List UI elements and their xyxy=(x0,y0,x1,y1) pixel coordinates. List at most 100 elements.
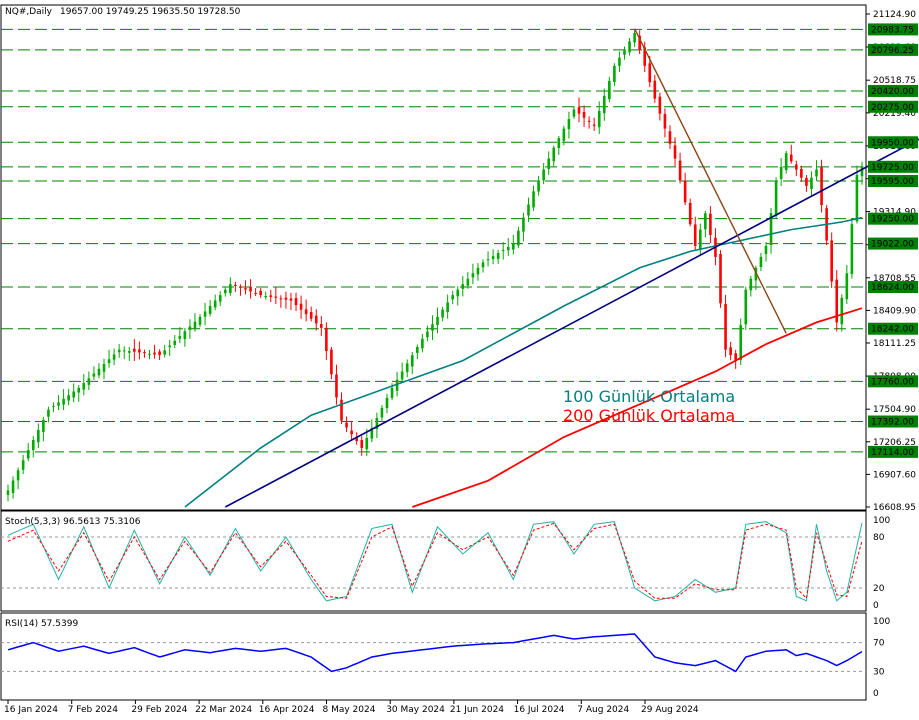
candle-body[interactable] xyxy=(6,490,10,495)
candle-body[interactable] xyxy=(471,273,475,278)
candle-body[interactable] xyxy=(673,145,677,159)
candle-body[interactable] xyxy=(567,119,571,130)
candle-body[interactable] xyxy=(183,331,187,340)
candle-body[interactable] xyxy=(259,290,262,296)
candle-body[interactable] xyxy=(496,253,500,259)
candle-body[interactable] xyxy=(138,349,141,353)
candle-body[interactable] xyxy=(229,284,232,293)
candle-body[interactable] xyxy=(789,154,793,162)
candle-body[interactable] xyxy=(178,336,182,339)
candle-body[interactable] xyxy=(122,350,126,352)
candle-body[interactable] xyxy=(795,164,798,170)
candle-body[interactable] xyxy=(426,331,429,338)
candle-body[interactable] xyxy=(506,246,510,251)
downtrend-line[interactable] xyxy=(633,28,787,334)
candle-body[interactable] xyxy=(31,440,35,451)
candle-body[interactable] xyxy=(102,364,106,372)
candle-body[interactable] xyxy=(67,395,70,401)
candle-body[interactable] xyxy=(805,177,808,186)
candle-body[interactable] xyxy=(739,325,743,361)
candle-body[interactable] xyxy=(592,124,596,126)
candle-body[interactable] xyxy=(683,180,687,203)
candle-body[interactable] xyxy=(304,309,308,315)
candle-body[interactable] xyxy=(57,402,60,406)
candle-body[interactable] xyxy=(163,350,166,355)
candle-body[interactable] xyxy=(380,407,384,418)
candle-body[interactable] xyxy=(552,147,556,162)
ma100-line[interactable] xyxy=(184,216,863,508)
candle-body[interactable] xyxy=(330,349,333,375)
candle-body[interactable] xyxy=(370,427,374,439)
candle-body[interactable] xyxy=(42,419,45,433)
candle-body[interactable] xyxy=(734,353,737,361)
candle-body[interactable] xyxy=(532,191,535,208)
candle-body[interactable] xyxy=(486,259,490,261)
candle-body[interactable] xyxy=(143,352,146,354)
candle-body[interactable] xyxy=(421,338,424,349)
candle-body[interactable] xyxy=(274,296,278,298)
candle-body[interactable] xyxy=(405,363,409,373)
candle-body[interactable] xyxy=(133,348,136,352)
candle-body[interactable] xyxy=(47,409,50,417)
candle-body[interactable] xyxy=(577,107,581,114)
candle-body[interactable] xyxy=(11,480,15,494)
candle-body[interactable] xyxy=(77,387,81,393)
candle-body[interactable] xyxy=(774,180,778,216)
candle-body[interactable] xyxy=(512,243,515,250)
candle-body[interactable] xyxy=(264,296,268,298)
candle-body[interactable] xyxy=(688,202,692,225)
candle-body[interactable] xyxy=(784,153,788,171)
candle-body[interactable] xyxy=(193,321,197,329)
candle-body[interactable] xyxy=(527,204,530,216)
candle-body[interactable] xyxy=(390,387,394,398)
candle-body[interactable] xyxy=(350,430,353,435)
candle-body[interactable] xyxy=(800,168,803,178)
candle-body[interactable] xyxy=(446,302,449,313)
candle-body[interactable] xyxy=(850,224,854,274)
candle-body[interactable] xyxy=(764,245,768,254)
candle-body[interactable] xyxy=(21,460,25,470)
candle-body[interactable] xyxy=(840,297,844,325)
candle-body[interactable] xyxy=(37,429,40,443)
candle-body[interactable] xyxy=(72,391,75,398)
candle-body[interactable] xyxy=(223,289,227,294)
candle-body[interactable] xyxy=(572,109,576,117)
candle-body[interactable] xyxy=(663,114,667,129)
candle-body[interactable] xyxy=(345,422,348,428)
candle-body[interactable] xyxy=(678,160,682,181)
candle-body[interactable] xyxy=(279,298,283,300)
candle-body[interactable] xyxy=(82,383,86,390)
candle-body[interactable] xyxy=(522,217,525,232)
candle-body[interactable] xyxy=(830,240,833,282)
candle-body[interactable] xyxy=(638,35,641,50)
candle-body[interactable] xyxy=(198,316,202,325)
candle-body[interactable] xyxy=(325,327,328,352)
candle-body[interactable] xyxy=(400,371,404,380)
candle-body[interactable] xyxy=(618,57,621,66)
candle-body[interactable] xyxy=(704,213,707,230)
candle-body[interactable] xyxy=(517,230,520,246)
candle-body[interactable] xyxy=(779,166,783,179)
candle-body[interactable] xyxy=(335,374,338,398)
candle-body[interactable] xyxy=(729,347,732,356)
candle-body[interactable] xyxy=(360,440,364,448)
stoch-signal-line[interactable] xyxy=(7,522,863,600)
candle-body[interactable] xyxy=(744,289,748,325)
candle-body[interactable] xyxy=(269,295,273,297)
candle-body[interactable] xyxy=(375,417,379,429)
candle-body[interactable] xyxy=(87,378,91,385)
candle-body[interactable] xyxy=(501,249,505,251)
candle-body[interactable] xyxy=(289,298,293,301)
candle-body[interactable] xyxy=(309,312,313,319)
candle-body[interactable] xyxy=(26,450,30,459)
candle-body[interactable] xyxy=(643,47,647,66)
candle-body[interactable] xyxy=(835,279,839,323)
candle-body[interactable] xyxy=(244,288,247,290)
candle-body[interactable] xyxy=(719,254,722,304)
candle-body[interactable] xyxy=(466,278,470,286)
candle-body[interactable] xyxy=(416,346,419,353)
candle-body[interactable] xyxy=(320,324,323,328)
candle-body[interactable] xyxy=(213,300,217,308)
candle-body[interactable] xyxy=(602,95,606,114)
candle-body[interactable] xyxy=(613,65,616,82)
